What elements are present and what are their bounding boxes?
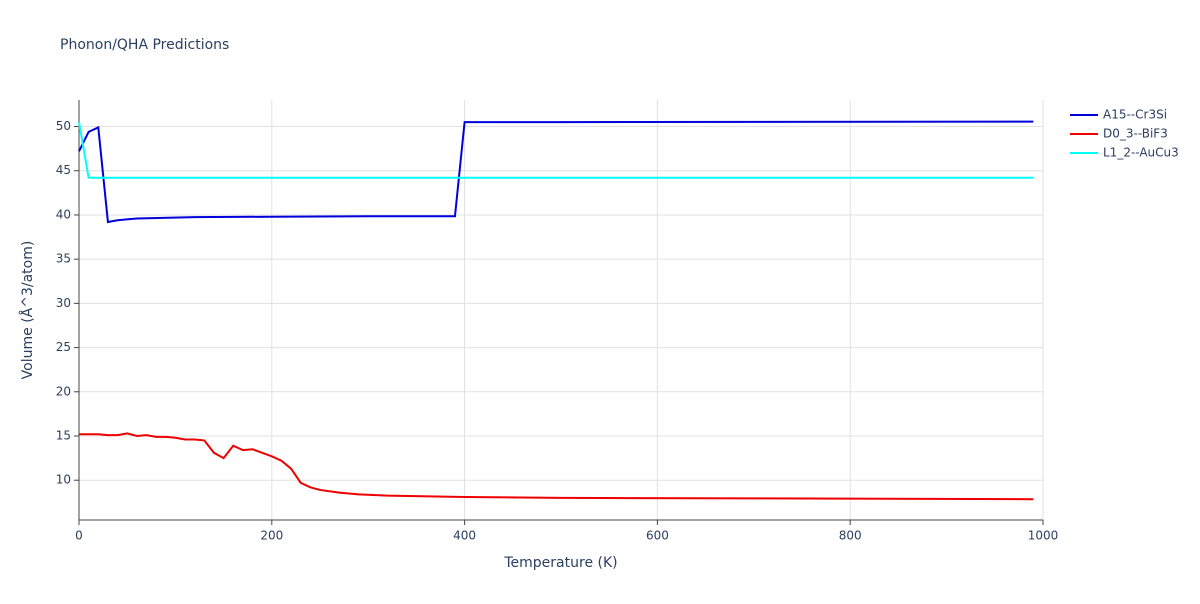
y-tick-label: 45: [56, 163, 71, 177]
line-series: [78, 121, 1034, 179]
line-series: [79, 432, 1034, 501]
y-tick-label: 10: [56, 473, 71, 487]
y-tick-label: 25: [56, 340, 71, 354]
y-tick-label: 20: [56, 384, 71, 398]
y-tick-label: 50: [56, 119, 71, 133]
legend-label: L1_2--AuCu3: [1103, 146, 1179, 160]
x-tick-label: 400: [453, 529, 476, 543]
y-tick-label: 40: [56, 207, 71, 221]
line-series: [78, 120, 1034, 224]
x-tick-label: 1000: [1028, 529, 1059, 543]
y-tick-label: 30: [56, 296, 71, 310]
y-axis-title: Volume (Å^3/atom): [19, 241, 36, 380]
x-tick-label: 800: [839, 529, 862, 543]
y-tick-label: 35: [56, 252, 71, 266]
x-tick-label: 0: [75, 529, 83, 543]
x-axis-title: Temperature (K): [503, 555, 617, 571]
legend-label: D0_3--BiF3: [1103, 127, 1168, 141]
x-tick-label: 600: [646, 529, 669, 543]
x-tick-label: 200: [260, 529, 283, 543]
y-tick-label: 15: [56, 429, 71, 443]
legend-label: A15--Cr3Si: [1103, 108, 1167, 122]
chart-title: Phonon/QHA Predictions: [60, 37, 229, 53]
